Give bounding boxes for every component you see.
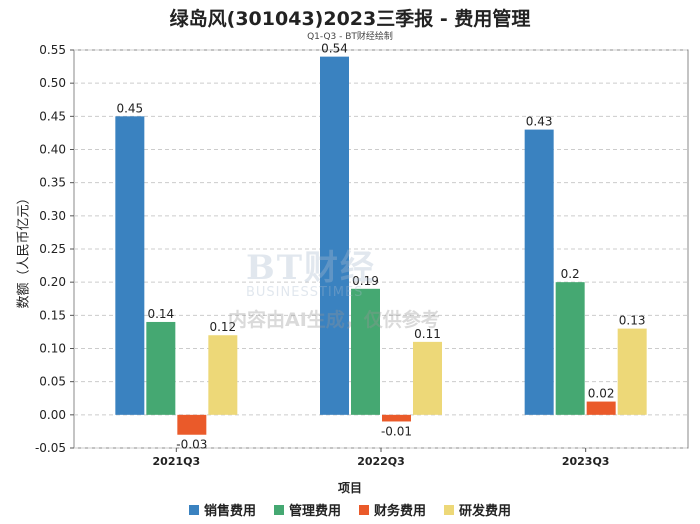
- bar: [115, 116, 145, 415]
- data-label: 0.2: [561, 267, 580, 281]
- bar-chart: 0.55 0.50 0.45 0.40 0.35 0.30 0.25 0.20 0.15 0.10…: [35, 42, 689, 468]
- y-tick-label: 0.25: [39, 242, 66, 256]
- y-tick-label: 0.50: [39, 76, 66, 90]
- legend-label-finance: 财务费用: [374, 504, 427, 519]
- x-axis-label: 项目: [337, 481, 362, 495]
- x-tick-label: 2023Q3: [562, 455, 610, 468]
- y-tick-label: 0.00: [39, 408, 66, 422]
- legend-label-rnd: 研发费用: [459, 504, 512, 519]
- y-tick-label: 0.05: [39, 375, 66, 389]
- y-tick-label: 0.20: [39, 275, 66, 289]
- y-tick-label: 0.30: [39, 209, 66, 223]
- data-label: -0.01: [381, 424, 412, 438]
- data-label: 0.45: [116, 101, 143, 115]
- bar: [413, 341, 442, 415]
- bar: [555, 282, 585, 415]
- data-label: 0.13: [619, 314, 646, 328]
- bar: [146, 321, 176, 415]
- bar: [617, 328, 647, 415]
- data-label: 0.54: [321, 42, 348, 56]
- bar: [208, 335, 238, 415]
- bar: [586, 401, 616, 415]
- legend-swatch-admin: [273, 504, 284, 515]
- bar: [524, 129, 554, 415]
- data-label: 0.19: [352, 274, 379, 288]
- data-label: 0.43: [526, 115, 553, 129]
- bar: [177, 414, 207, 435]
- legend-item-finance[interactable]: 财务费用: [359, 500, 426, 519]
- y-tick-label: 0.10: [39, 342, 66, 356]
- legend-label-sales: 销售费用: [203, 504, 256, 519]
- y-tick-label: 0.45: [39, 109, 66, 123]
- x-tick-label: 2021Q3: [153, 455, 201, 468]
- legend-label-admin: 管理费用: [288, 504, 341, 519]
- y-tick-label: 0.35: [39, 176, 66, 190]
- legend-swatch-rnd: [444, 504, 455, 515]
- legend-item-admin[interactable]: 管理费用: [273, 500, 341, 519]
- bar: [351, 288, 380, 415]
- legend-item-rnd[interactable]: 研发费用: [444, 500, 511, 519]
- legend-item-sales[interactable]: 销售费用: [188, 500, 256, 519]
- chart-subtitle: Q1-Q3 - BT财经绘制: [307, 32, 393, 42]
- chart-title: 绿岛风(301043)2023三季报 - 费用管理: [169, 8, 531, 30]
- data-label: 0.02: [588, 387, 615, 401]
- data-label: 0.14: [147, 307, 174, 321]
- data-label: -0.03: [176, 438, 207, 452]
- legend: 销售费用 管理费用 财务费用 研发费用: [0, 500, 700, 519]
- bar: [320, 56, 349, 415]
- data-label: 0.12: [209, 320, 236, 334]
- bar: [382, 414, 411, 422]
- legend-swatch-finance: [359, 504, 369, 515]
- y-tick-label: 0.55: [39, 43, 66, 57]
- y-tick-label: 0.15: [39, 308, 66, 322]
- legend-swatch-sales: [188, 504, 199, 515]
- y-tick-label: -0.05: [35, 441, 66, 455]
- x-tick-label: 2022Q3: [357, 455, 405, 468]
- y-tick-label: 0.40: [39, 143, 66, 157]
- data-label: 0.11: [414, 327, 441, 341]
